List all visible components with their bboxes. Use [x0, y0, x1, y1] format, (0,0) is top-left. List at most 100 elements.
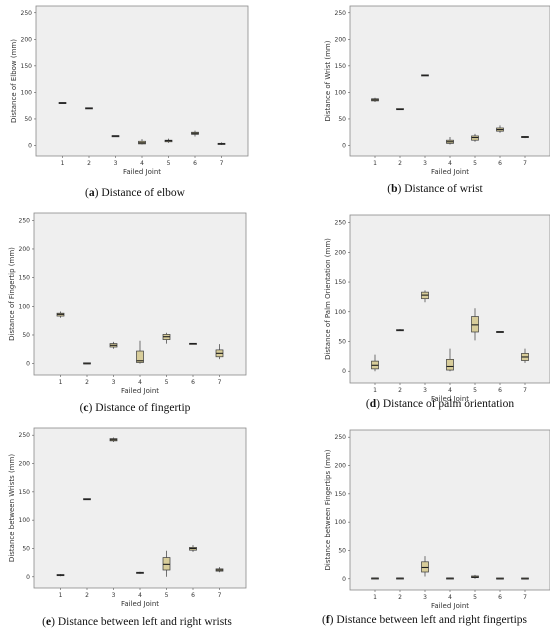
panel-b: 0 50 100 150 200 250 1 2 3 4 5 6 7 Failed Joint Distan…	[298, 0, 550, 180]
x-tick-label: 5	[473, 387, 477, 394]
y-tick-label: 250	[19, 217, 31, 224]
x-axis-label: Failed Joint	[431, 602, 469, 610]
box-5	[471, 308, 479, 341]
box-5	[162, 332, 171, 344]
x-tick-label: 5	[167, 160, 171, 167]
box-4	[138, 139, 146, 145]
y-tick-label: 200	[335, 463, 347, 470]
x-tick-label: 6	[193, 160, 197, 167]
y-tick-label: 150	[335, 279, 347, 286]
y-axis-label: Distance of Elbow (mm)	[10, 39, 18, 123]
y-axis-label: Distance of Wrist (mm)	[324, 40, 332, 121]
x-tick-label: 7	[220, 160, 224, 167]
x-axis-label: Failed Joint	[431, 168, 469, 176]
y-tick-label: 200	[19, 246, 31, 253]
chart-c: 0 50 100 150 200 250 1 2 3 4 5 6 7 Failed Joint Distan…	[8, 212, 247, 395]
box-3	[421, 556, 429, 577]
x-tick-label: 3	[114, 160, 118, 167]
y-tick-label: 100	[19, 517, 31, 524]
x-tick-label: 3	[423, 594, 427, 601]
x-tick-label: 7	[523, 160, 527, 167]
x-tick-label: 6	[191, 379, 195, 386]
box-6	[189, 545, 197, 552]
box-6	[496, 125, 504, 133]
y-tick-label: 200	[19, 461, 31, 468]
y-tick-label: 100	[19, 303, 31, 310]
y-tick-label: 150	[335, 63, 347, 70]
x-axis-label: Failed Joint	[123, 168, 161, 176]
chart-f: 0 50 100 150 200 250 1 2 3 4 5 6 7 Failed Joint Distan…	[324, 429, 550, 610]
y-tick-label: 200	[21, 36, 33, 43]
box-3	[421, 290, 429, 303]
x-tick-label: 6	[498, 594, 502, 601]
y-tick-label: 200	[335, 36, 347, 43]
box-1	[371, 354, 379, 372]
plot-area	[349, 429, 550, 591]
y-tick-label: 0	[342, 368, 346, 375]
y-tick-label: 150	[19, 275, 31, 282]
plot-area	[349, 5, 550, 157]
chart-a: 0 50 100 150 200 250 1 2 3 4 5 6 7 Failed Joint Distan…	[10, 5, 249, 176]
y-tick-label: 50	[338, 339, 346, 346]
box-2	[396, 108, 404, 111]
box-3	[111, 135, 120, 138]
x-tick-label: 1	[61, 160, 65, 167]
x-tick-label: 7	[523, 594, 527, 601]
caption-a: (a) Distance of elbow	[85, 187, 185, 199]
box-1	[371, 577, 379, 580]
x-tick-label: 6	[498, 387, 502, 394]
box-7	[521, 577, 529, 580]
y-tick-label: 0	[26, 574, 30, 581]
x-tick-label: 1	[59, 379, 63, 386]
x-tick-label: 5	[165, 379, 169, 386]
y-tick-label: 0	[342, 576, 346, 583]
box-4	[446, 577, 454, 580]
panel-e: 0 50 100 150 200 250 1 2 3 4 5 6 7 Failed Joint Distan…	[0, 424, 255, 614]
box-body	[421, 561, 429, 573]
x-tick-label: 1	[59, 592, 63, 599]
x-tick-label: 4	[448, 594, 452, 601]
y-tick-label: 0	[342, 143, 346, 150]
y-tick-label: 100	[21, 89, 33, 96]
box-body	[471, 316, 479, 333]
x-tick-label: 2	[398, 160, 402, 167]
box-1	[371, 97, 379, 102]
y-tick-label: 0	[28, 143, 32, 150]
x-tick-label: 4	[448, 160, 452, 167]
x-tick-label: 2	[398, 387, 402, 394]
y-tick-label: 150	[335, 491, 347, 498]
box-1	[56, 573, 65, 577]
box-6	[189, 342, 197, 345]
x-tick-label: 1	[373, 594, 377, 601]
box-2	[396, 577, 404, 580]
x-tick-label: 7	[523, 387, 527, 394]
x-tick-label: 6	[191, 592, 195, 599]
x-tick-label: 6	[498, 160, 502, 167]
box-4	[136, 340, 144, 364]
box-4	[136, 571, 144, 574]
y-tick-label: 200	[335, 249, 347, 256]
y-tick-label: 50	[24, 116, 32, 123]
box-body	[162, 557, 171, 571]
box-6	[496, 577, 504, 580]
y-axis-label: Distance between Wrists (mm)	[8, 454, 16, 562]
x-tick-label: 5	[473, 160, 477, 167]
box-5	[164, 138, 173, 143]
y-tick-label: 100	[335, 519, 347, 526]
box-3	[421, 74, 429, 77]
box-2	[85, 107, 93, 110]
x-tick-label: 2	[398, 594, 402, 601]
chart-e: 0 50 100 150 200 250 1 2 3 4 5 6 7 Failed Joint Distan…	[8, 427, 247, 608]
panel-d: 0 50 100 150 200 250 1 2 3 4 5 6 7 Failed Joint Distan…	[298, 209, 550, 403]
y-axis-label: Distance of Fingertip (mm)	[8, 247, 16, 341]
x-tick-label: 2	[85, 379, 89, 386]
x-tick-label: 3	[423, 160, 427, 167]
caption-f: (f) Distance between left and right fing…	[321, 614, 528, 626]
box-1	[56, 311, 65, 318]
y-tick-label: 100	[335, 309, 347, 316]
chart-b: 0 50 100 150 200 250 1 2 3 4 5 6 7 Failed Joint Distan…	[324, 5, 550, 176]
box-2	[396, 329, 404, 332]
y-tick-label: 50	[338, 547, 346, 554]
y-axis-label: Distance between Fingertips (mm)	[324, 449, 332, 570]
x-tick-label: 5	[473, 594, 477, 601]
